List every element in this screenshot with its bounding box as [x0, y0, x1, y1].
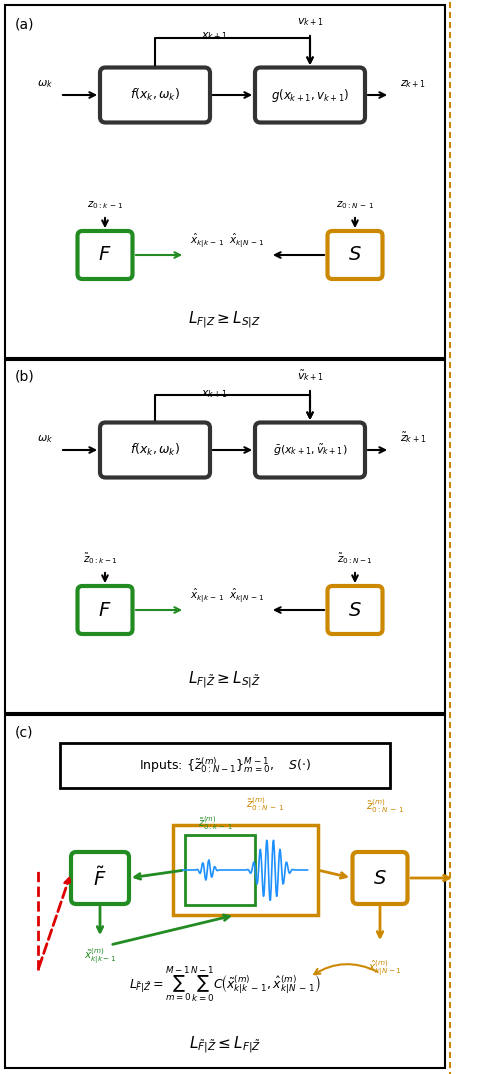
FancyBboxPatch shape: [185, 834, 255, 905]
Text: $\tilde{F}$: $\tilde{F}$: [93, 867, 107, 889]
Text: $L_{\tilde{F}|\tilde{Z}} \leq L_{F|\tilde{Z}}$: $L_{\tilde{F}|\tilde{Z}} \leq L_{F|\tild…: [189, 1034, 261, 1056]
Text: $\omega_k$: $\omega_k$: [37, 433, 53, 445]
Text: $z_{0:N\,-\,1}$: $z_{0:N\,-\,1}$: [336, 199, 374, 211]
Text: $\bar{g}(x_{k+1}, \tilde{v}_{k+1})$: $\bar{g}(x_{k+1}, \tilde{v}_{k+1})$: [273, 442, 347, 458]
FancyBboxPatch shape: [71, 852, 129, 904]
Text: $\tilde{z}_{0:k-1}$: $\tilde{z}_{0:k-1}$: [83, 551, 117, 566]
FancyBboxPatch shape: [255, 422, 365, 478]
FancyBboxPatch shape: [77, 586, 132, 634]
Text: $x_{k+1}$: $x_{k+1}$: [202, 388, 228, 400]
FancyBboxPatch shape: [352, 852, 408, 904]
Text: (a): (a): [15, 18, 35, 32]
Text: (b): (b): [15, 371, 35, 384]
Text: $\tilde{z}_{0:k\,-\,1}^{(m)}$: $\tilde{z}_{0:k\,-\,1}^{(m)}$: [198, 814, 232, 832]
Text: $F$: $F$: [98, 246, 112, 264]
Text: $\hat{x}_{k|N-1}^{(m)}$: $\hat{x}_{k|N-1}^{(m)}$: [368, 958, 402, 977]
Text: $\hat{x}_{k|N\,-\,1}$: $\hat{x}_{k|N\,-\,1}$: [229, 232, 265, 250]
Text: $L_{F|\tilde{Z}} \geq L_{S|\tilde{Z}}$: $L_{F|\tilde{Z}} \geq L_{S|\tilde{Z}}$: [189, 669, 262, 691]
FancyBboxPatch shape: [77, 231, 132, 279]
Text: $S$: $S$: [348, 246, 362, 264]
Text: (c): (c): [15, 726, 34, 740]
Text: $\tilde{z}_{k+1}$: $\tilde{z}_{k+1}$: [400, 430, 426, 445]
Text: $\hat{x}_{k|k\,-\,1}$: $\hat{x}_{k|k\,-\,1}$: [190, 232, 225, 250]
Text: $\tilde{z}_{0:N\,-\,1}^{(m)}$: $\tilde{z}_{0:N\,-\,1}^{(m)}$: [246, 795, 284, 813]
Text: $L_{F|Z} \geq L_{S|Z}$: $L_{F|Z} \geq L_{S|Z}$: [189, 309, 262, 331]
Text: $F$: $F$: [98, 600, 112, 620]
Text: $v_{k+1}$: $v_{k+1}$: [297, 16, 324, 28]
Text: Inputs: $\{\tilde{z}_{0:N-1}^{(m)}\}_{m=0}^{M-1}$,    $S(\cdot)$: Inputs: $\{\tilde{z}_{0:N-1}^{(m)}\}_{m=…: [139, 755, 311, 774]
Text: $\hat{x}_{k|N\,-\,1}$: $\hat{x}_{k|N\,-\,1}$: [229, 587, 265, 605]
FancyBboxPatch shape: [255, 68, 365, 122]
Text: $\tilde{x}_{k|k-1}^{(m)}$: $\tilde{x}_{k|k-1}^{(m)}$: [84, 946, 116, 966]
Text: $S$: $S$: [373, 869, 387, 887]
Text: $g(x_{k+1}, v_{k+1})$: $g(x_{k+1}, v_{k+1})$: [271, 87, 349, 103]
Text: $\tilde{v}_{k+1}$: $\tilde{v}_{k+1}$: [297, 368, 324, 383]
Text: $L_{\tilde{F}|\tilde{Z}} = \sum_{m=0}^{M-1}\sum_{k=0}^{N-1} C\!\left(\tilde{x}_{: $L_{\tilde{F}|\tilde{Z}} = \sum_{m=0}^{M…: [129, 964, 321, 1005]
Text: $f(x_k, \omega_k)$: $f(x_k, \omega_k)$: [130, 87, 180, 103]
Text: $f(x_k, \omega_k)$: $f(x_k, \omega_k)$: [130, 441, 180, 458]
Text: $S$: $S$: [348, 600, 362, 620]
Bar: [5, 360, 445, 713]
FancyBboxPatch shape: [100, 422, 210, 478]
Text: $\hat{x}_{k|k\,-\,1}$: $\hat{x}_{k|k\,-\,1}$: [190, 587, 225, 605]
Text: $z_{k+1}$: $z_{k+1}$: [400, 78, 426, 90]
FancyBboxPatch shape: [100, 68, 210, 122]
Text: $z_{0:k\,-\,1}$: $z_{0:k\,-\,1}$: [86, 199, 123, 211]
Text: $x_{k+1}$: $x_{k+1}$: [202, 30, 228, 42]
Text: $\tilde{z}_{0:N-1}$: $\tilde{z}_{0:N-1}$: [337, 551, 373, 566]
Text: $\tilde{z}_{0:N\,-\,1}^{(m)}$: $\tilde{z}_{0:N\,-\,1}^{(m)}$: [366, 797, 404, 815]
Bar: [5, 5, 445, 358]
FancyBboxPatch shape: [60, 742, 390, 787]
Bar: [5, 715, 445, 1068]
Text: $\omega_k$: $\omega_k$: [37, 78, 53, 90]
FancyBboxPatch shape: [172, 825, 317, 915]
FancyBboxPatch shape: [327, 231, 383, 279]
FancyBboxPatch shape: [327, 586, 383, 634]
